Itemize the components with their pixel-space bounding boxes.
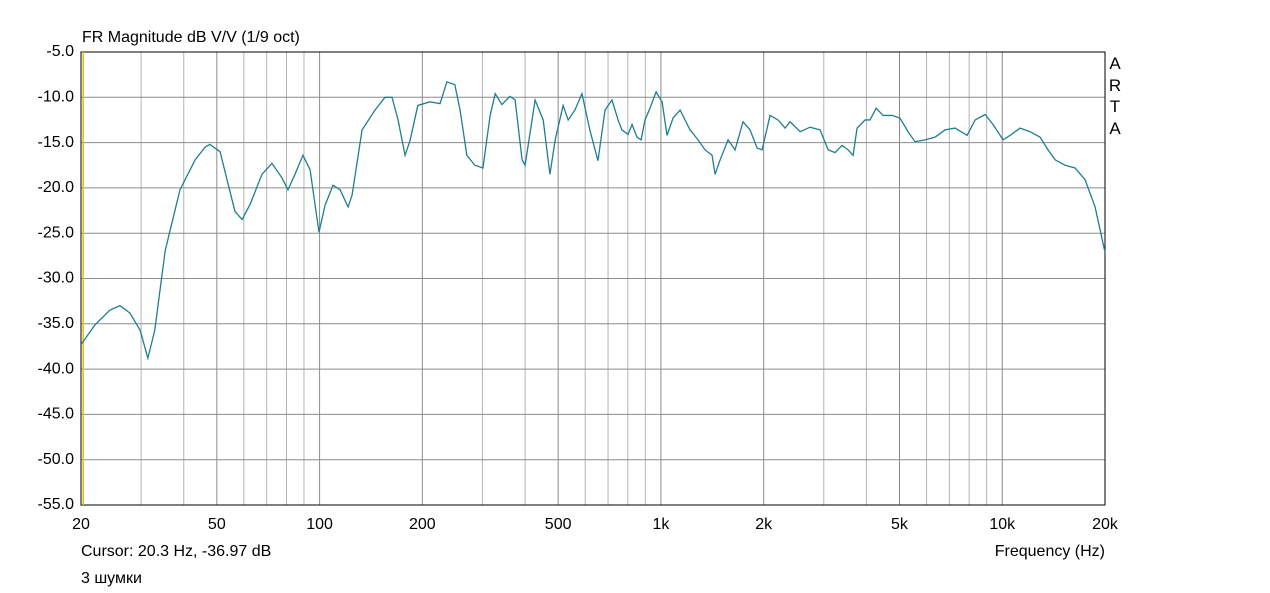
brand: ARTA (1108, 54, 1122, 138)
x-tick-label: 5k (891, 516, 909, 533)
y-tick-label: -55.0 (38, 496, 75, 513)
x-tick-label: 10k (989, 516, 1016, 533)
y-tick-label: -30.0 (38, 270, 75, 287)
y-tick-label: -15.0 (38, 134, 75, 151)
chart-title: FR Magnitude dB V/V (1/9 oct) (82, 29, 300, 46)
x-tick-label: 200 (409, 516, 436, 533)
note: 3 шумки (81, 570, 142, 587)
x-tick-label: 2k (755, 516, 773, 533)
y-tick-label: -50.0 (38, 451, 75, 468)
y-tick-label: -20.0 (38, 179, 75, 196)
y-tick-label: -10.0 (38, 89, 75, 106)
y-tick-label: -35.0 (38, 315, 75, 332)
y-tick-label: -45.0 (38, 406, 75, 423)
y-tick-label: -5.0 (46, 43, 74, 60)
line-series (80, 81, 1106, 361)
x-tick-label: 1k (652, 516, 670, 533)
cursor-readout: Cursor: 20.3 Hz, -36.97 dB (81, 543, 271, 560)
y-tick-label: -25.0 (38, 224, 75, 241)
x-tick-label: 20k (1092, 516, 1119, 533)
plot-frame (80, 51, 1106, 506)
x-tick-label: 100 (306, 516, 333, 533)
x-tick-label: 500 (545, 516, 572, 533)
x-axis-label: Frequency (Hz) (995, 543, 1105, 560)
x-tick-label: 50 (208, 516, 226, 533)
y-tick-label: -40.0 (38, 360, 75, 377)
x-tick-label: 20 (72, 516, 90, 533)
